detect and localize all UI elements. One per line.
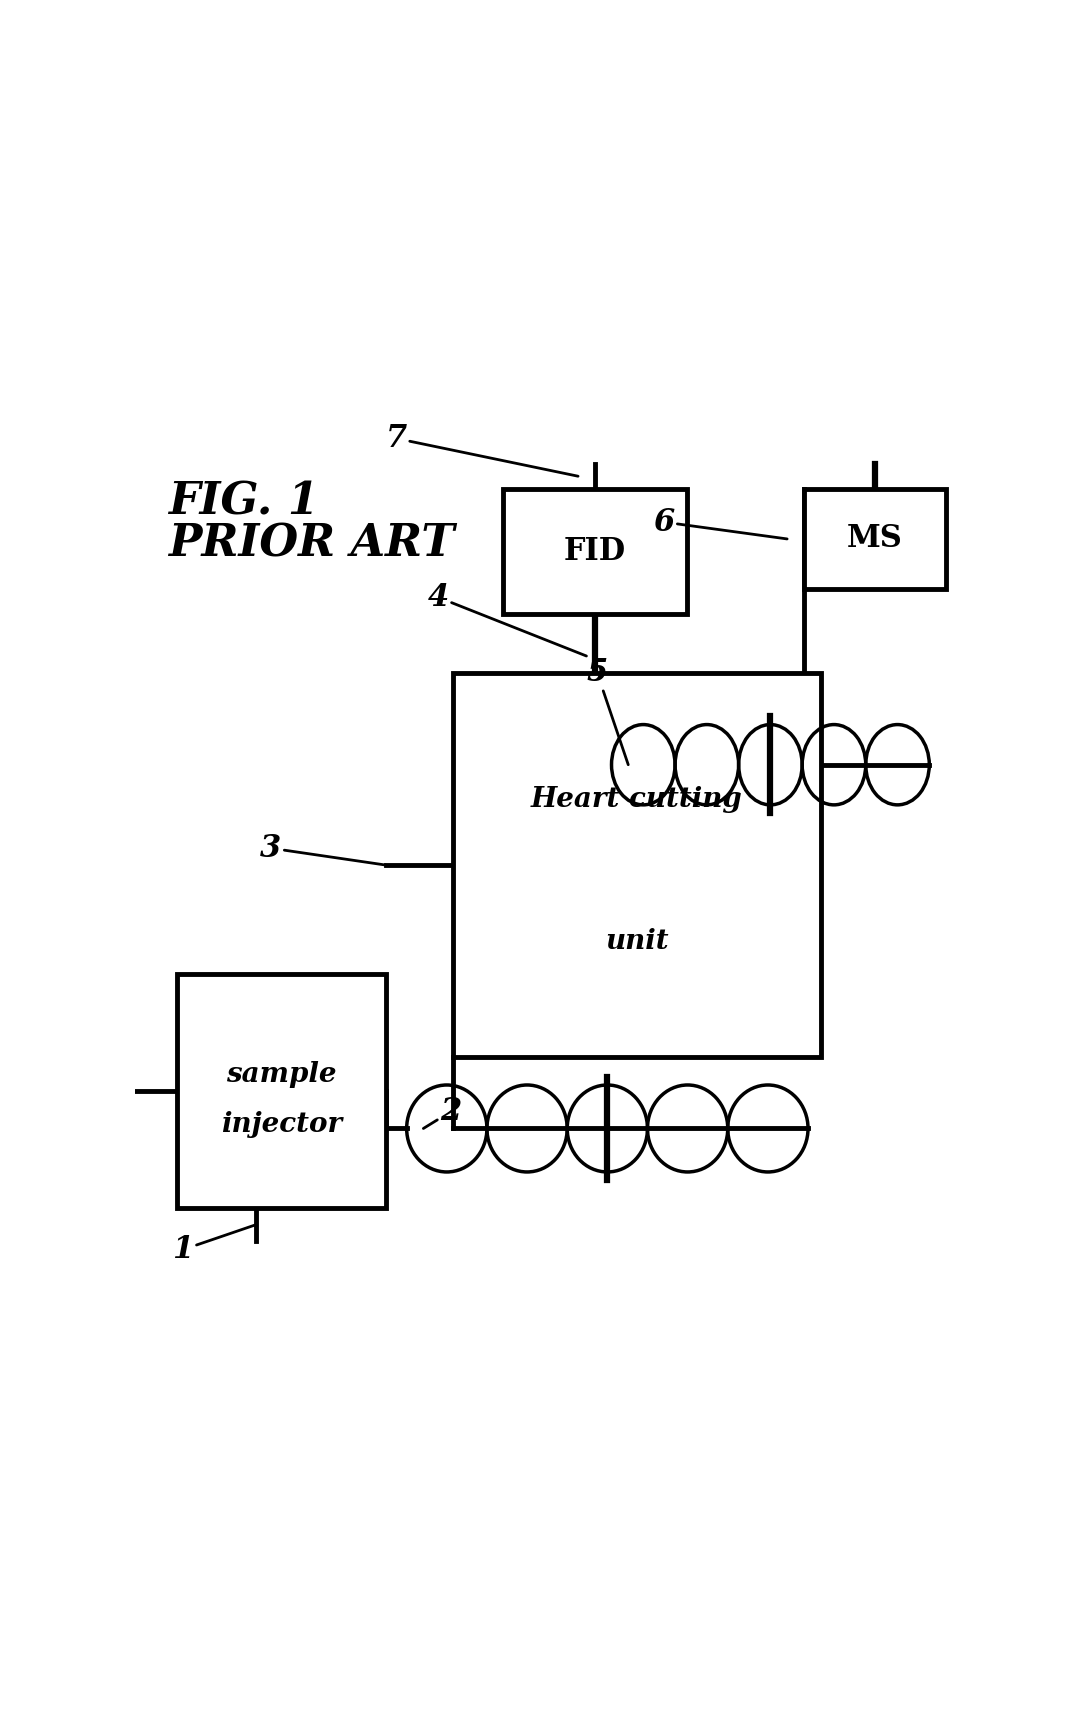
Text: Heart cutting: Heart cutting (531, 786, 742, 814)
Text: MS: MS (847, 524, 903, 555)
Text: 6: 6 (654, 507, 788, 540)
Text: unit: unit (605, 928, 668, 956)
FancyBboxPatch shape (503, 488, 687, 615)
Text: FID: FID (563, 536, 626, 567)
Text: sample: sample (226, 1060, 337, 1088)
Text: 2: 2 (423, 1096, 462, 1129)
Text: 5: 5 (587, 658, 628, 764)
Text: PRIOR ART: PRIOR ART (168, 522, 455, 565)
FancyBboxPatch shape (453, 673, 821, 1057)
Text: 1: 1 (173, 1225, 256, 1266)
FancyBboxPatch shape (177, 973, 386, 1208)
Text: 3: 3 (260, 833, 386, 865)
Text: 4: 4 (427, 582, 587, 656)
FancyBboxPatch shape (804, 488, 946, 589)
Text: injector: injector (220, 1110, 342, 1137)
Text: FIG. 1: FIG. 1 (168, 480, 319, 524)
Text: 7: 7 (386, 423, 578, 476)
